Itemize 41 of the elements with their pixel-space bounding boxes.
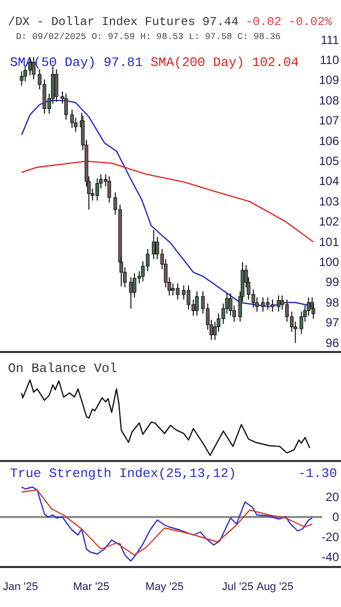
y-tick-label: 110 (320, 53, 340, 68)
y-tick-label: 0 (332, 510, 340, 524)
y-tick-label: 107 (318, 114, 340, 128)
y-tick-label: 102 (318, 214, 340, 229)
y-tick-label: 96 (326, 336, 340, 350)
y-tick-label: 103 (318, 194, 340, 208)
y-tick-label: 104 (318, 174, 340, 188)
candlestick (107, 176, 112, 204)
y-tick-label: 111 (320, 32, 340, 47)
chart-title: On Balance Vol (8, 361, 118, 376)
x-tick-label: May '25 (145, 580, 184, 593)
annotation: -1.30 (298, 466, 337, 481)
text: -0.02 -0.02% (245, 15, 333, 29)
y-tick-label: 99 (326, 275, 340, 290)
candlestick (70, 109, 74, 128)
line-series (21, 160, 314, 243)
y-tick-label: 109 (318, 73, 340, 88)
y-tick-label: -20 (322, 530, 340, 544)
y-tick-label: 20 (326, 490, 340, 504)
y-tick-label: 108 (318, 93, 340, 108)
candlestick (195, 290, 199, 316)
y-tick-label: 106 (318, 134, 340, 148)
y-tick-label: 105 (318, 154, 340, 168)
candlestick (64, 93, 68, 120)
candlestick (152, 229, 156, 260)
candlestick (276, 294, 280, 312)
x-tick-label: Jul '25 (222, 580, 254, 593)
y-tick-label: 98 (326, 295, 340, 310)
x-tick-label: Mar '25 (73, 580, 110, 593)
y-tick-label: 97 (326, 316, 340, 330)
candlestick (54, 68, 58, 102)
chart-title: /DX - Dollar Index Futures 97.44 (8, 15, 238, 29)
candlestick (129, 276, 133, 310)
y-tick-label: 100 (318, 254, 340, 269)
x-tick-label: Aug '25 (256, 580, 294, 593)
chart-subtitle: D: 09/02/2025 O: 97.59 H: 98.53 L: 97.58 C: 98.36 (16, 32, 281, 42)
y-tick-label: -40 (322, 550, 340, 564)
x-tick-label: Jan '25 (2, 580, 38, 593)
series-label: True Strength Index(25,13,12) (10, 466, 236, 481)
text: SMA(200 Day) 102.04 (150, 55, 300, 70)
y-tick-label: 101 (318, 234, 340, 249)
